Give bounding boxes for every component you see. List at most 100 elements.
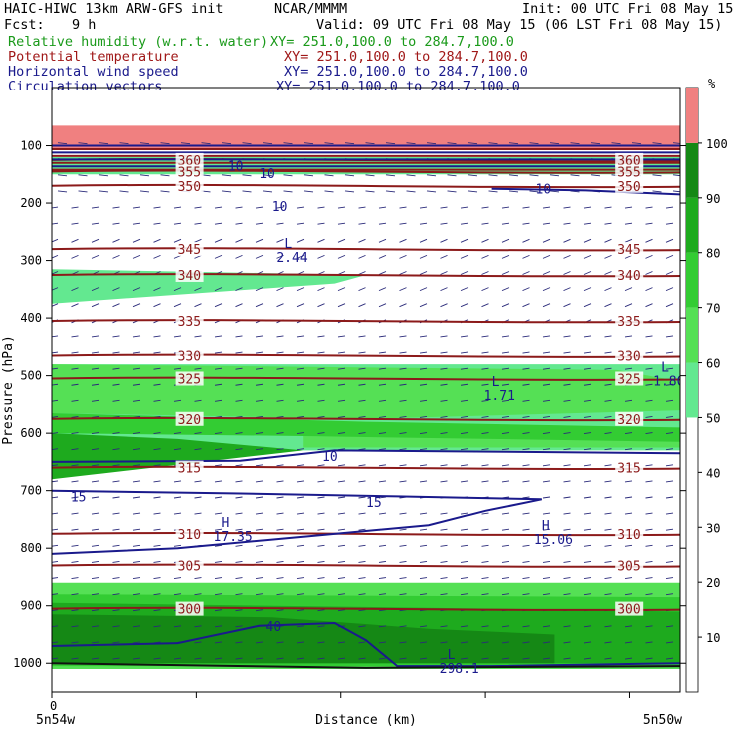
wind-vector-239 bbox=[501, 254, 510, 259]
wind-vector-12 bbox=[303, 142, 314, 145]
wind-vector-981 bbox=[460, 641, 469, 644]
wind-vector-171 bbox=[378, 222, 387, 225]
wind-vector-415 bbox=[296, 351, 305, 354]
wind-vector-912 bbox=[317, 609, 325, 612]
wind-vector-86 bbox=[549, 174, 560, 177]
wind-vector-623 bbox=[112, 464, 120, 467]
wind-vector-176 bbox=[481, 222, 489, 225]
extremum-kind-1: L bbox=[492, 375, 500, 390]
wind-vector-72 bbox=[262, 174, 273, 177]
theta-label-bg-11-1 bbox=[615, 558, 644, 573]
wind-vector-524 bbox=[624, 399, 633, 402]
wind-vector-822 bbox=[378, 560, 387, 563]
wind-vector-950 bbox=[460, 625, 469, 628]
wind-vector-552 bbox=[563, 416, 571, 418]
wind-vector-662 bbox=[276, 480, 284, 483]
wind-vector-226 bbox=[235, 254, 243, 259]
wind-vector-446 bbox=[296, 367, 305, 370]
wind-vector-278 bbox=[665, 271, 674, 275]
wind-vector-137 bbox=[317, 206, 325, 209]
wind-vector-381 bbox=[235, 335, 243, 338]
wind-vector-461 bbox=[604, 367, 612, 370]
wind-vector-964 bbox=[112, 641, 120, 644]
wind-vector-753 bbox=[235, 528, 243, 531]
wind-vector-473 bbox=[214, 383, 223, 386]
legend-vectors-xy: XY= 251.0,100.0 to 284.7,100.0 bbox=[276, 80, 520, 90]
wind-vector-776 bbox=[71, 544, 79, 547]
wind-vector-383 bbox=[276, 335, 284, 338]
colorbar-tick-label-4: 50 bbox=[706, 411, 720, 425]
wind-vector-796 bbox=[481, 544, 489, 547]
wind-vector-280 bbox=[71, 287, 79, 292]
theta-label-bg-9-1 bbox=[615, 460, 644, 475]
wind-vector-971 bbox=[255, 641, 264, 644]
wind-vector-13 bbox=[324, 142, 334, 145]
wind-vector-504 bbox=[214, 399, 223, 402]
wind-vector-374 bbox=[91, 335, 100, 338]
wind-vector-246 bbox=[645, 254, 653, 259]
wind-vector-126 bbox=[91, 206, 100, 209]
wind-vector-204 bbox=[419, 238, 428, 243]
wind-vector-77 bbox=[365, 174, 375, 177]
wind-vector-828 bbox=[501, 560, 510, 563]
wind-vector-526 bbox=[665, 399, 674, 402]
wind-vector-477 bbox=[296, 383, 305, 386]
wind-vector-159 bbox=[132, 222, 141, 225]
wind-vector-739 bbox=[583, 512, 592, 515]
wind-label-6: 10 bbox=[272, 200, 288, 215]
wind-vector-426 bbox=[522, 351, 530, 354]
wind-vector-692 bbox=[255, 496, 264, 499]
colorbar-unit: % bbox=[708, 77, 716, 91]
fcst-value: 9 h bbox=[72, 17, 97, 33]
wind-vector-742 bbox=[645, 512, 653, 515]
wind-vector-716 bbox=[112, 512, 120, 515]
wind-vector-541 bbox=[337, 416, 346, 418]
wind-vector-786 bbox=[276, 544, 284, 547]
wind-vector-146 bbox=[501, 206, 510, 209]
wind-vector-737 bbox=[542, 512, 551, 515]
wind-vector-908 bbox=[235, 609, 243, 612]
wind-vector-545 bbox=[419, 416, 428, 418]
wind-vector-179 bbox=[542, 222, 551, 225]
wind-vector-29 bbox=[652, 142, 662, 145]
wind-vector-122 bbox=[652, 190, 662, 193]
wind-vector-598 bbox=[235, 448, 243, 451]
wind-vector-560 bbox=[91, 432, 100, 435]
wind-vector-106 bbox=[324, 190, 334, 193]
wind-vector-783 bbox=[214, 544, 223, 547]
wind-vector-729 bbox=[378, 512, 387, 515]
wind-vector-110 bbox=[406, 190, 416, 193]
wind-vector-612 bbox=[522, 448, 530, 451]
y-tick-label-2: 300 bbox=[20, 254, 42, 268]
wind-vector-9 bbox=[242, 142, 252, 145]
wind-vector-712 bbox=[665, 496, 674, 499]
wind-vector-205 bbox=[440, 238, 448, 243]
wind-vector-556 bbox=[645, 416, 653, 418]
theta-label-bg-3-1 bbox=[615, 242, 644, 257]
wind-vector-208 bbox=[501, 238, 510, 243]
extremum-kind-3: H bbox=[222, 516, 230, 531]
theta-label-bg-4-1 bbox=[615, 267, 644, 282]
wind-vector-958 bbox=[624, 625, 633, 628]
wind-vector-136 bbox=[296, 206, 305, 209]
theta-label-bg-9-0 bbox=[175, 460, 204, 475]
wind-vector-1018 bbox=[583, 657, 592, 660]
x-axis-label: Distance (km) bbox=[315, 713, 417, 728]
wind-vector-116 bbox=[529, 190, 539, 193]
wind-vector-844 bbox=[194, 577, 202, 579]
wind-vector-263 bbox=[358, 271, 366, 275]
wind-vector-206 bbox=[460, 238, 469, 243]
colorbar-band-1 bbox=[686, 307, 698, 363]
wind-vector-577 bbox=[440, 432, 448, 435]
theta-label-bg-1-0 bbox=[175, 164, 204, 179]
wind-vector-781 bbox=[173, 544, 182, 547]
wind-vector-2 bbox=[98, 142, 109, 145]
wind-vector-456 bbox=[501, 367, 510, 370]
wind-vector-74 bbox=[303, 174, 314, 177]
wind-vector-495 bbox=[665, 383, 674, 386]
wind-vector-947 bbox=[399, 625, 407, 628]
theta-label-3-0: 345 bbox=[178, 243, 201, 258]
wind-vector-190 bbox=[132, 238, 141, 243]
wind-vector-949 bbox=[440, 625, 448, 628]
